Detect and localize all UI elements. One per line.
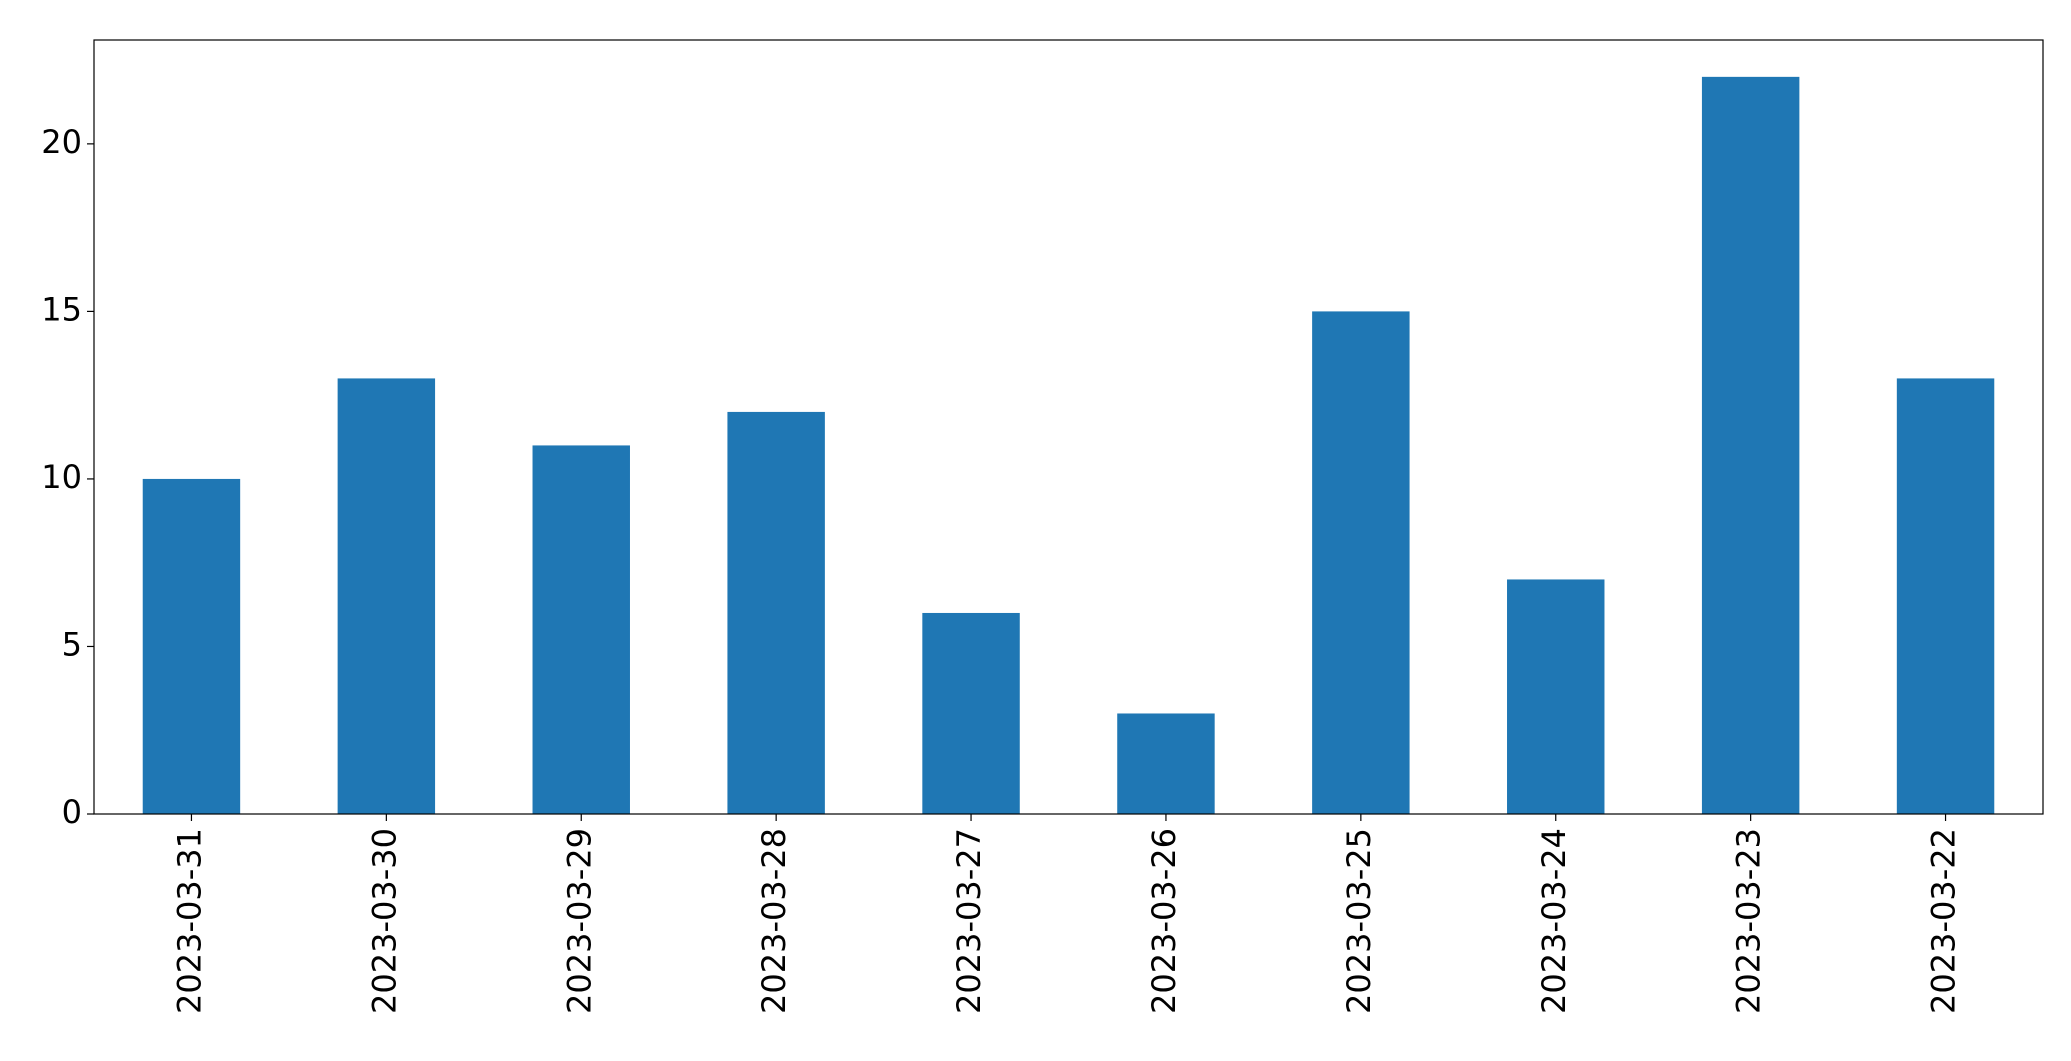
bar bbox=[1896, 378, 1995, 814]
x-tick-label: 2023-03-25 bbox=[1340, 828, 1378, 1014]
x-tick-label: 2023-03-24 bbox=[1535, 828, 1573, 1014]
bar bbox=[142, 478, 241, 814]
x-tick-label: 2023-03-29 bbox=[560, 828, 598, 1014]
x-tick-label: 2023-03-27 bbox=[950, 828, 988, 1014]
bar bbox=[1701, 76, 1800, 815]
plot-frame bbox=[93, 39, 2044, 815]
bar bbox=[727, 411, 825, 814]
x-tick-label: 2023-03-23 bbox=[1730, 828, 1768, 1014]
bar bbox=[532, 445, 630, 814]
x-tick-label: 2023-03-28 bbox=[755, 828, 793, 1014]
x-tick-label: 2023-03-22 bbox=[1925, 828, 1963, 1014]
x-tick-label: 2023-03-26 bbox=[1145, 828, 1183, 1014]
y-tick-label: 10 bbox=[41, 458, 82, 496]
bar bbox=[922, 612, 1020, 814]
x-tick-label: 2023-03-31 bbox=[170, 828, 208, 1014]
bar bbox=[1312, 311, 1410, 814]
bar bbox=[337, 378, 436, 814]
bar bbox=[1507, 579, 1605, 814]
y-tick-label: 15 bbox=[41, 290, 82, 328]
bar bbox=[1117, 713, 1215, 814]
y-tick-label: 20 bbox=[41, 123, 82, 161]
y-tick-label: 0 bbox=[62, 793, 82, 831]
y-tick-label: 5 bbox=[62, 625, 82, 663]
x-tick-label: 2023-03-30 bbox=[365, 828, 403, 1014]
